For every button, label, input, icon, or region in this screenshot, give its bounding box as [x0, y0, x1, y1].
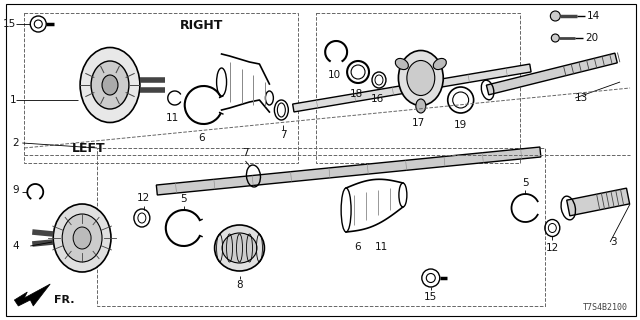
Ellipse shape — [416, 99, 426, 113]
Ellipse shape — [407, 60, 435, 95]
Text: 13: 13 — [575, 93, 589, 103]
Bar — [97, 148, 545, 306]
Text: 14: 14 — [587, 11, 600, 21]
Polygon shape — [566, 188, 630, 216]
Ellipse shape — [214, 225, 264, 271]
Polygon shape — [14, 284, 50, 306]
Text: 10: 10 — [328, 70, 340, 80]
Text: 16: 16 — [371, 94, 383, 104]
Circle shape — [551, 34, 559, 42]
Text: 7: 7 — [242, 148, 249, 158]
Text: 3: 3 — [610, 237, 617, 247]
Text: 18: 18 — [349, 89, 363, 99]
Text: T7S4B2100: T7S4B2100 — [583, 303, 628, 312]
Text: 15: 15 — [3, 19, 17, 29]
Text: 9: 9 — [12, 185, 19, 195]
Ellipse shape — [80, 47, 140, 123]
Text: 11: 11 — [374, 242, 388, 252]
Circle shape — [550, 11, 560, 21]
Text: RIGHT: RIGHT — [180, 19, 223, 31]
Ellipse shape — [53, 204, 111, 272]
Ellipse shape — [62, 214, 102, 262]
Text: 11: 11 — [166, 113, 179, 123]
Ellipse shape — [433, 59, 446, 69]
Text: 7: 7 — [280, 130, 287, 140]
Text: 15: 15 — [424, 292, 437, 302]
Text: 6: 6 — [355, 242, 362, 252]
Text: 4: 4 — [12, 241, 19, 251]
Ellipse shape — [91, 61, 129, 109]
Text: 12: 12 — [137, 193, 150, 203]
Polygon shape — [292, 64, 531, 112]
Text: 12: 12 — [546, 243, 559, 253]
Ellipse shape — [73, 227, 91, 249]
Ellipse shape — [222, 233, 257, 263]
Text: 19: 19 — [454, 120, 467, 130]
Text: 5: 5 — [522, 178, 529, 188]
Text: LEFT: LEFT — [72, 141, 106, 155]
Text: 20: 20 — [585, 33, 598, 43]
Text: 17: 17 — [412, 118, 426, 128]
Bar — [24, 13, 298, 163]
Text: 5: 5 — [180, 194, 187, 204]
Polygon shape — [156, 147, 541, 195]
Ellipse shape — [102, 75, 118, 95]
Polygon shape — [486, 53, 618, 95]
Text: 8: 8 — [236, 280, 243, 290]
Text: 2: 2 — [12, 138, 19, 148]
Ellipse shape — [399, 51, 444, 106]
Text: 6: 6 — [198, 133, 205, 143]
Ellipse shape — [396, 59, 408, 69]
Text: 1: 1 — [10, 95, 17, 105]
Bar — [316, 13, 520, 163]
Text: FR.: FR. — [54, 295, 75, 305]
